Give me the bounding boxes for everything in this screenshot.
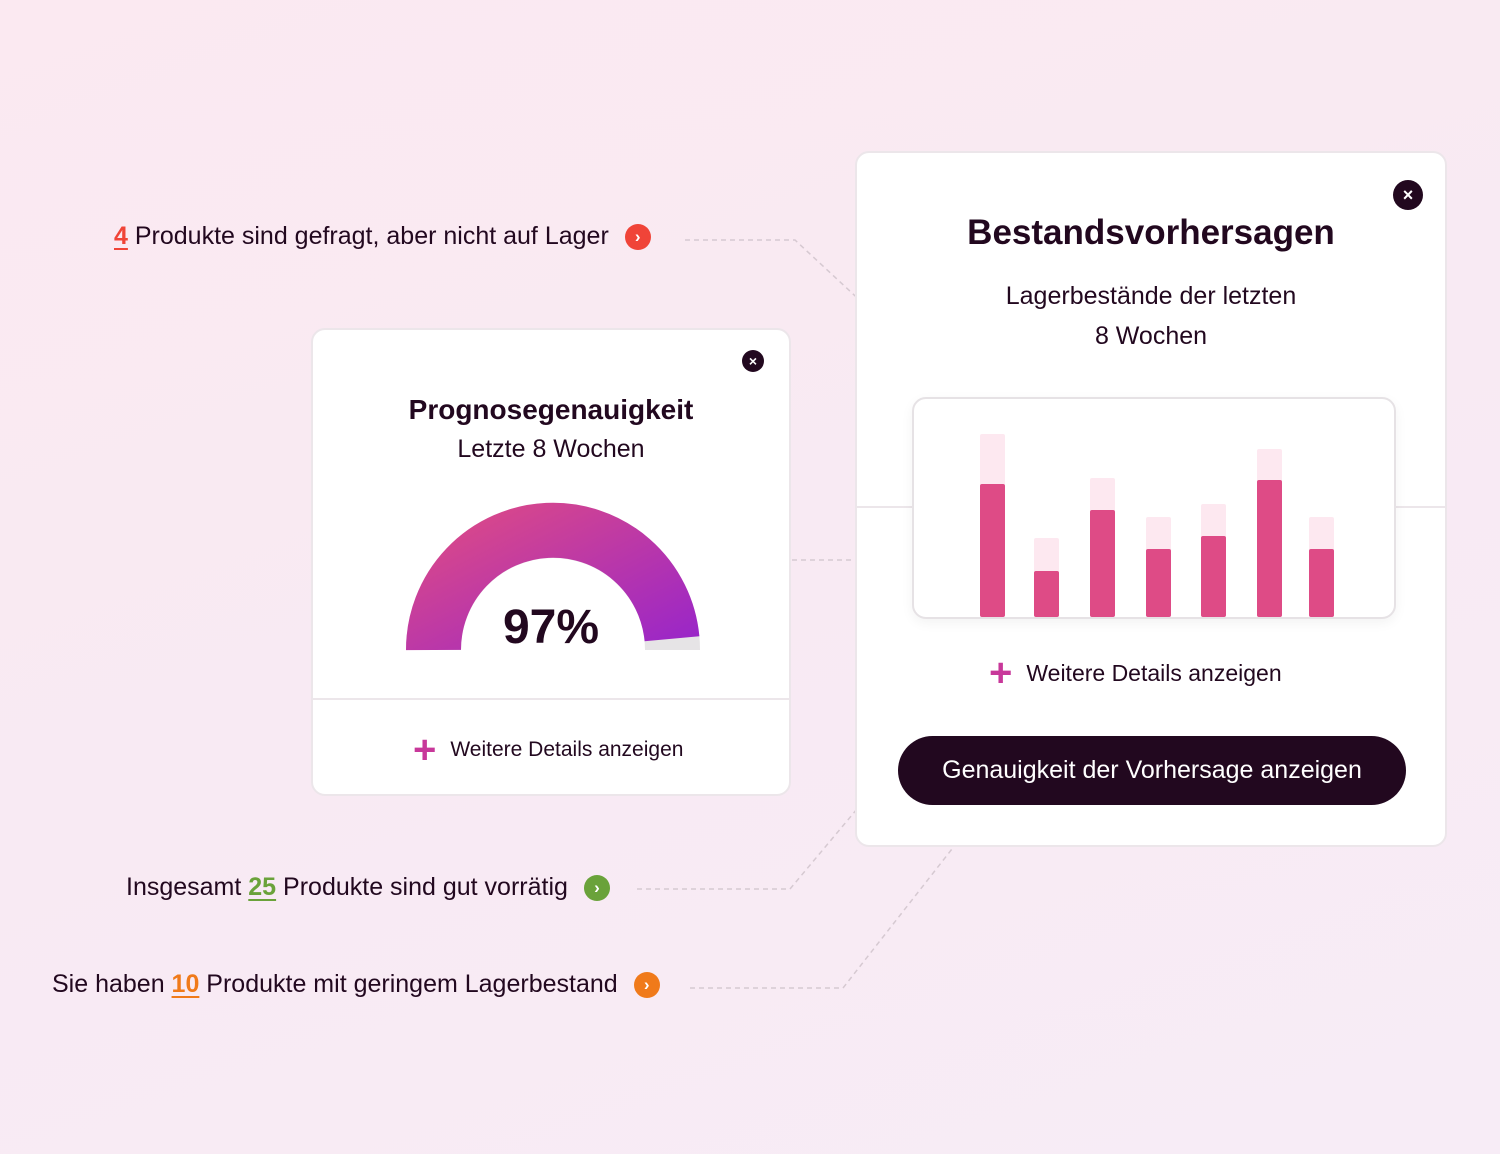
- callout-number: 10: [171, 970, 200, 998]
- card-subtitle: Lagerbestände der letzten 8 Wochen: [857, 276, 1445, 356]
- callout-prefix: Insgesamt: [126, 873, 249, 901]
- details-link[interactable]: + Weitere Details anzeigen: [989, 653, 1282, 693]
- plus-icon: +: [413, 728, 437, 772]
- chevron-right-icon[interactable]: ›: [633, 971, 660, 998]
- card-title: Bestandsvorhersagen: [967, 213, 1335, 252]
- callout-number: 4: [114, 222, 128, 250]
- stock-chart: [912, 397, 1396, 619]
- callout-out-of-stock: 4 Produkte sind gefragt, aber nicht auf …: [114, 222, 651, 251]
- bar-stock: [1257, 480, 1282, 617]
- callout-number: 25: [248, 873, 277, 901]
- gauge-fill: [405, 502, 700, 651]
- callout-text: Produkte sind gefragt, aber nicht auf La…: [127, 222, 609, 250]
- gauge-value: 97%: [502, 601, 600, 654]
- callout-well-stocked: Insgesamt 25 Produkte sind gut vorrätig …: [126, 873, 610, 902]
- chevron-right-icon[interactable]: ›: [583, 874, 610, 901]
- card-title: Prognosegenauigkeit: [408, 394, 694, 425]
- bar-stock: [1201, 536, 1226, 617]
- divider: [313, 698, 789, 700]
- details-link[interactable]: + Weitere Details anzeigen: [413, 730, 683, 770]
- bar-stock: [1309, 549, 1334, 617]
- chevron-right-icon[interactable]: ›: [624, 223, 651, 250]
- card-subtitle: Letzte 8 Wochen: [457, 435, 645, 463]
- bar-stock: [1146, 549, 1171, 617]
- subtitle-line: 8 Wochen: [1094, 322, 1208, 350]
- callout-low-stock: Sie haben 10 Produkte mit geringem Lager…: [52, 970, 660, 999]
- accuracy-card: × Prognosegenauigkeit Letzte 8 Wochen 97…: [311, 328, 791, 796]
- forecast-card: × Bestandsvorhersagen Lagerbestände der …: [855, 151, 1447, 847]
- close-icon[interactable]: ×: [742, 350, 764, 372]
- callout-prefix: Sie haben: [52, 970, 172, 998]
- callout-text: Produkte sind gut vorrätig: [276, 873, 568, 901]
- bar-stock: [1034, 571, 1059, 617]
- callout-text: Produkte mit geringem Lagerbestand: [199, 970, 618, 998]
- close-icon[interactable]: ×: [1393, 180, 1423, 210]
- accuracy-gauge: [405, 502, 700, 651]
- bar-stock: [980, 484, 1005, 617]
- details-label: Weitere Details anzeigen: [450, 738, 684, 761]
- bar-stock: [1090, 510, 1115, 617]
- subtitle-line: Lagerbestände der letzten: [1005, 282, 1297, 310]
- details-label: Weitere Details anzeigen: [1026, 659, 1282, 686]
- show-accuracy-button[interactable]: Genauigkeit der Vorhersage anzeigen: [898, 736, 1406, 805]
- bar-chart-svg: [980, 434, 1334, 617]
- plus-icon: +: [989, 651, 1013, 695]
